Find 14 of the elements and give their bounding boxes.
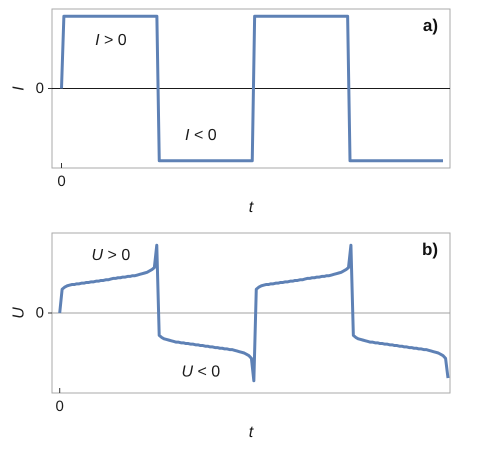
text: 0 bbox=[57, 173, 66, 190]
text: 0 bbox=[36, 80, 44, 97]
chart-title: b) bbox=[422, 240, 438, 259]
text: 0 bbox=[36, 304, 44, 322]
annotation: I > 0 bbox=[95, 32, 127, 49]
y-axis-title: U bbox=[10, 306, 28, 319]
x-axis-title: t bbox=[248, 199, 254, 216]
annotation: U < 0 bbox=[182, 363, 220, 380]
chart-title: a) bbox=[422, 16, 438, 35]
x-axis-title: t bbox=[248, 424, 254, 441]
text: 0 bbox=[56, 398, 64, 415]
y-axis-title: I bbox=[10, 86, 28, 91]
annotation: U > 0 bbox=[92, 246, 130, 264]
annotation: I < 0 bbox=[185, 126, 217, 144]
